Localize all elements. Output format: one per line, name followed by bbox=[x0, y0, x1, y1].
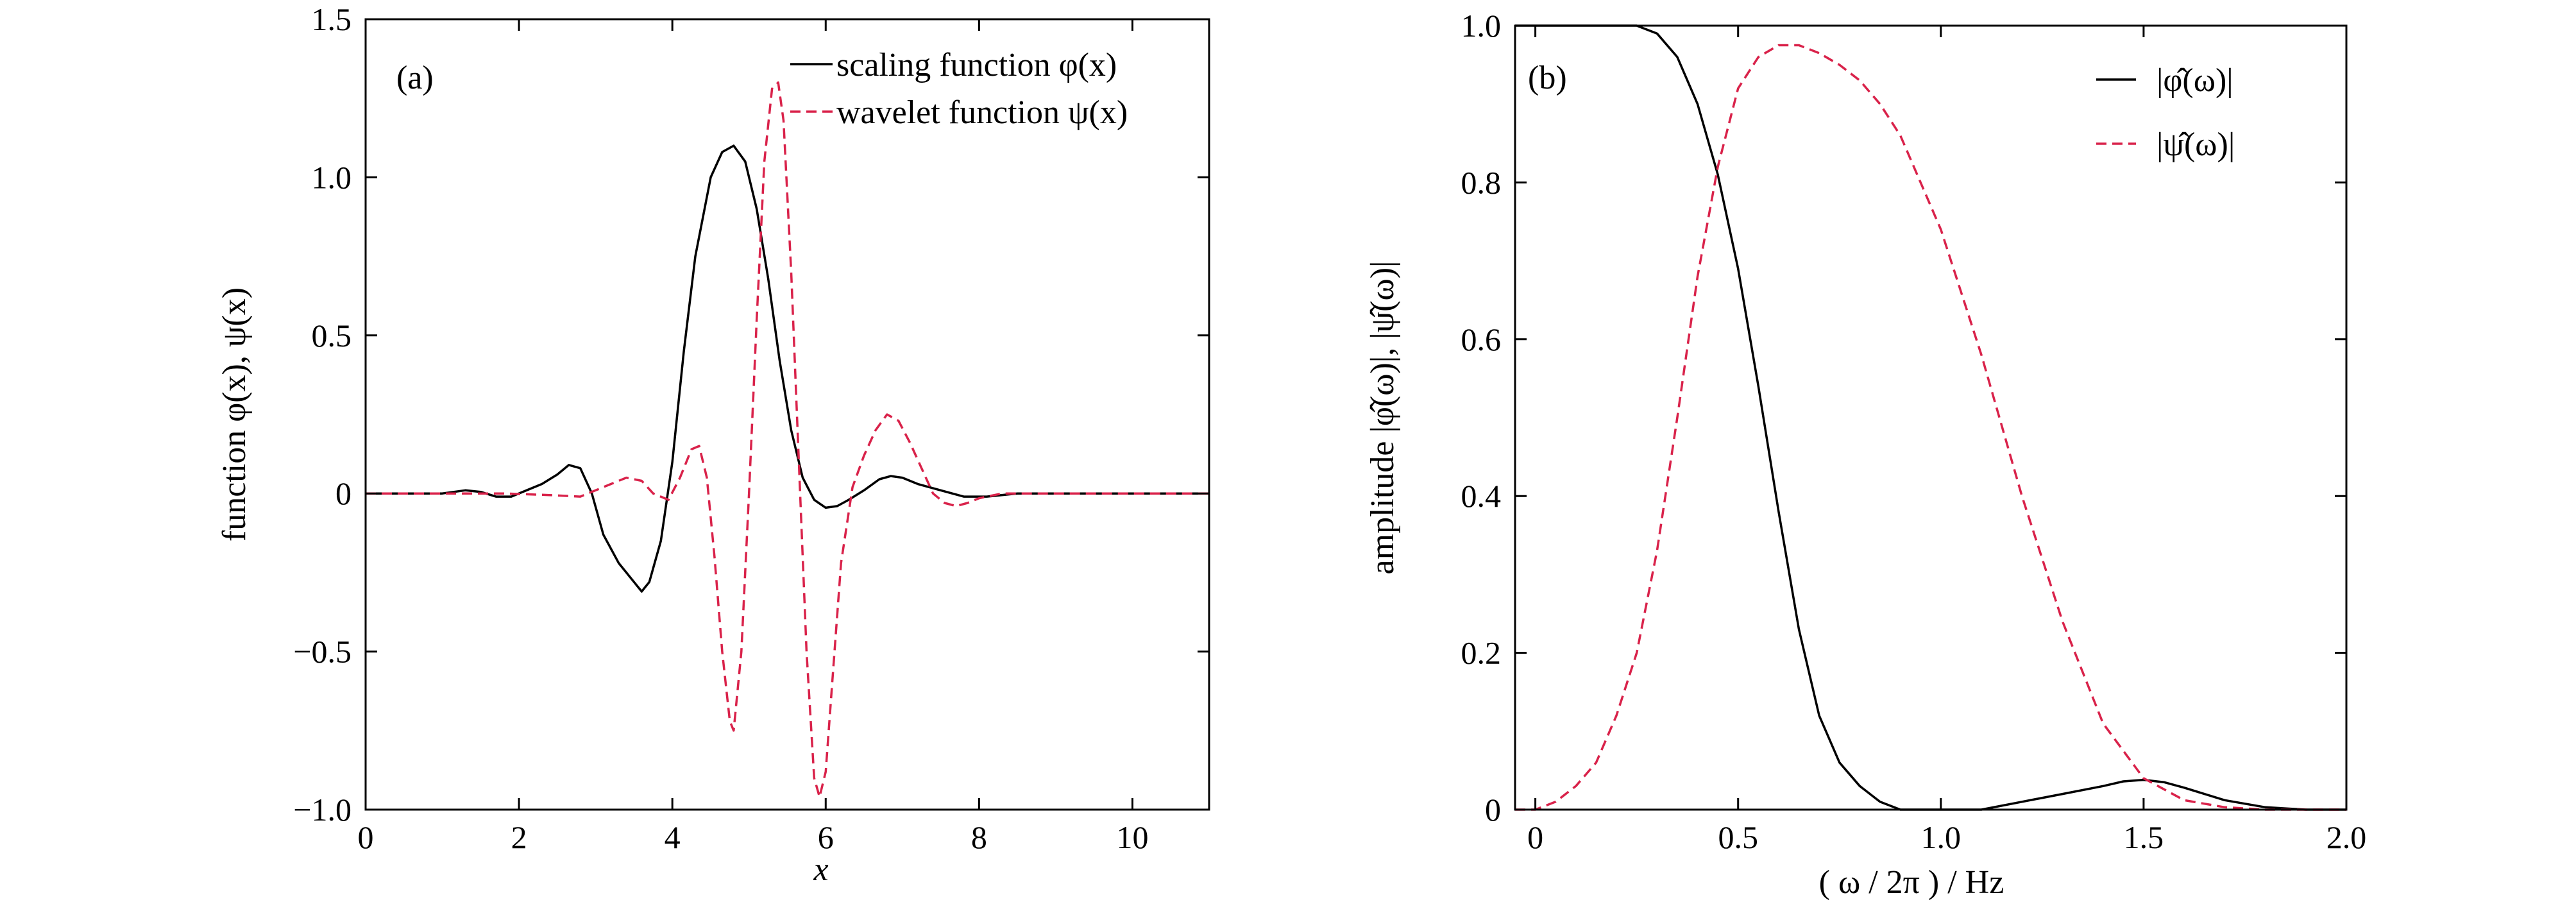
panel-a-series-scaling-line bbox=[366, 144, 1209, 593]
panel-a-y-tick-label: 0 bbox=[335, 475, 352, 511]
panel-a-x-tick-label: 4 bbox=[665, 819, 681, 855]
panel-b-axes: 0 0.5 1.0 1.5 2.0 0 0.2 0.4 0.6 0.8 1.0 bbox=[1461, 8, 2367, 855]
panel-b-y-axis-label: amplitude |φ̂(ω)|, |ψ̂(ω)| bbox=[1364, 261, 1401, 575]
panel-b-amplitude-spectra: 0 0.5 1.0 1.5 2.0 0 0.2 0.4 0.6 0.8 1.0 (b) ( ω / … bbox=[1364, 8, 2366, 901]
panel-a-x-tick-label: 6 bbox=[818, 819, 834, 855]
panel-a-x-axis-label: x bbox=[813, 851, 828, 888]
panel-a-axes: 0 2 4 6 8 10 −1.0 −0.5 0 0.5 1.0 1.5 bbox=[293, 1, 1209, 855]
panel-b-y-tick-label: 0.4 bbox=[1461, 478, 1502, 514]
legend-label-scaling: scaling function φ(x) bbox=[836, 47, 1117, 83]
legend-label-phi-hat: |φ̂(ω)| bbox=[2157, 62, 2233, 99]
panel-a-series-layer bbox=[366, 81, 1209, 799]
panel-a-series-wavelet-line bbox=[366, 81, 1209, 799]
panel-a-legend: scaling function φ(x) wavelet function ψ… bbox=[790, 47, 1128, 131]
panel-a-tag: (a) bbox=[396, 60, 434, 96]
panel-b-y-tick-label: 0.8 bbox=[1461, 164, 1502, 200]
panel-a-scaling-wavelet-functions: 0 2 4 6 8 10 −1.0 −0.5 0 0.5 1.0 1.5 (a) x function… bbox=[216, 1, 1210, 888]
panel-a-x-tick-label: 0 bbox=[358, 819, 374, 855]
panel-b-x-tick-label: 1.5 bbox=[2124, 819, 2164, 855]
panel-b-series-scaling-line bbox=[1515, 24, 2346, 811]
panel-b-x-tick-label: 0.5 bbox=[1718, 819, 1758, 855]
legend-label-wavelet: wavelet function ψ(x) bbox=[836, 94, 1128, 131]
panel-b-x-axis-label: ( ω / 2π ) / Hz bbox=[1819, 864, 2004, 901]
panel-a-y-tick-label: 1.5 bbox=[312, 1, 352, 37]
panel-a-x-tick-label: 8 bbox=[971, 819, 987, 855]
panel-a-y-tick-label: −1.0 bbox=[293, 792, 352, 828]
panel-b-plot-frame bbox=[1514, 24, 2348, 811]
panel-b-series-wavelet-line bbox=[1515, 44, 2346, 811]
panel-a-x-tick-label: 2 bbox=[511, 819, 527, 855]
panel-b-y-tick-label: 0.2 bbox=[1461, 635, 1502, 671]
panel-a-x-tick-label: 10 bbox=[1116, 819, 1148, 855]
panel-b-x-tick-label: 2.0 bbox=[2326, 819, 2367, 855]
panel-b-series-layer bbox=[1515, 24, 2346, 811]
panel-a-y-tick-label: 1.0 bbox=[312, 159, 352, 195]
panel-a-plot-frame bbox=[364, 18, 1210, 811]
panel-b-x-tick-label: 1.0 bbox=[1921, 819, 1962, 855]
panel-b-y-tick-label: 1.0 bbox=[1461, 8, 1502, 44]
panel-a-y-axis-label: function φ(x), ψ(x) bbox=[216, 287, 253, 541]
panel-b-y-tick-label: 0.6 bbox=[1461, 321, 1502, 357]
legend-label-psi-hat: |ψ̂(ω)| bbox=[2157, 126, 2235, 163]
panel-a-y-tick-label: −0.5 bbox=[293, 634, 352, 670]
panel-b-legend: |φ̂(ω)| |ψ̂(ω)| bbox=[2096, 62, 2235, 163]
panel-b-x-tick-label: 0 bbox=[1527, 819, 1543, 855]
panel-a-y-tick-label: 0.5 bbox=[312, 318, 352, 353]
panel-b-tag: (b) bbox=[1528, 60, 1567, 96]
panel-b-y-tick-label: 0 bbox=[1485, 792, 1501, 828]
